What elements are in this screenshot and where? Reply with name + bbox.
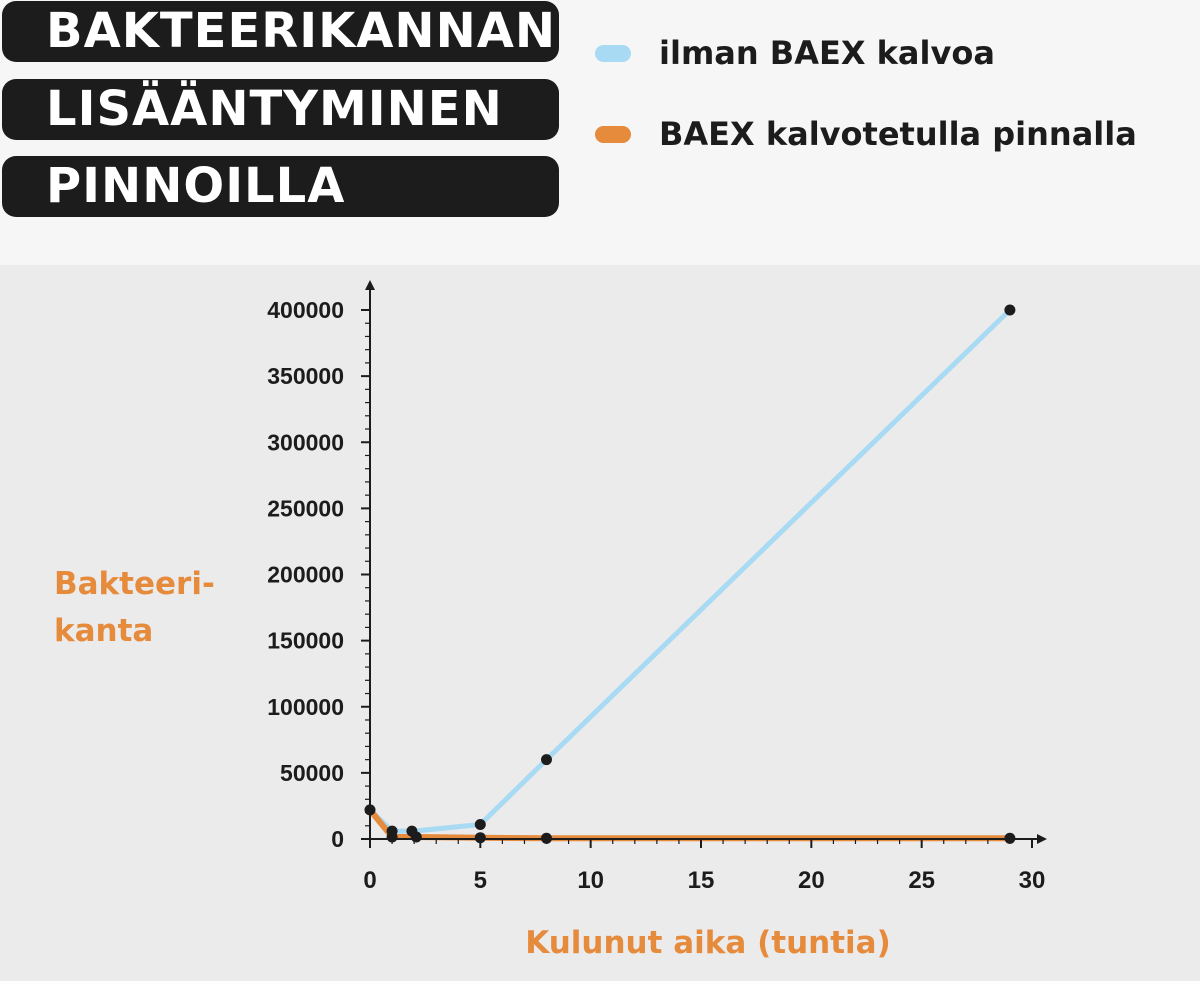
y-tick-label: 0 bbox=[331, 826, 344, 852]
y-tick-label: 200000 bbox=[267, 562, 344, 588]
legend-item-with-film: BAEX kalvotetulla pinnalla bbox=[595, 114, 1137, 154]
data-point-marker bbox=[474, 832, 486, 844]
data-point-marker bbox=[541, 832, 552, 844]
data-point-marker bbox=[386, 831, 398, 843]
y-tick-label: 250000 bbox=[267, 495, 344, 521]
y-tick-label: 50000 bbox=[280, 760, 344, 786]
y-axis-title-line-1: Bakteeri- bbox=[54, 566, 215, 602]
data-point-marker bbox=[474, 819, 486, 830]
title-line-2: LISÄÄNTYMINEN bbox=[2, 79, 559, 140]
y-tick-label: 150000 bbox=[267, 628, 344, 654]
y-tick-label: 100000 bbox=[267, 694, 344, 720]
y-axis-arrow bbox=[365, 280, 375, 290]
series-layer bbox=[367, 307, 1013, 842]
data-point-marker bbox=[1004, 832, 1016, 844]
data-point-marker bbox=[541, 754, 552, 766]
header-band: BAKTEERIKANNAN LISÄÄNTYMINEN PINNOILLA i… bbox=[0, 0, 1200, 265]
y-axis-title-line-2: kanta bbox=[54, 613, 153, 649]
x-tick-label: 5 bbox=[474, 867, 487, 894]
data-point-marker bbox=[410, 831, 422, 843]
x-tick-label: 20 bbox=[798, 867, 825, 894]
legend-swatch-light-blue bbox=[595, 44, 631, 62]
series-line-without-film bbox=[367, 307, 1013, 834]
x-tick-label: 25 bbox=[908, 867, 935, 894]
data-point-marker bbox=[364, 804, 376, 816]
y-tick-label: 350000 bbox=[267, 363, 344, 389]
title-line-3: PINNOILLA bbox=[2, 156, 559, 217]
x-tick-label: 0 bbox=[363, 867, 376, 894]
x-axis-arrow bbox=[1037, 834, 1047, 844]
y-tick-label: 400000 bbox=[267, 297, 344, 323]
legend-label-with-film: BAEX kalvotetulla pinnalla bbox=[659, 115, 1137, 153]
axes-layer bbox=[361, 280, 1047, 848]
data-point-marker bbox=[1004, 304, 1016, 316]
legend-label-without-film: ilman BAEX kalvoa bbox=[659, 34, 995, 72]
legend-swatch-orange bbox=[595, 125, 631, 143]
x-axis-title: Kulunut aika (tuntia) bbox=[525, 925, 891, 961]
title-line-1: BAKTEERIKANNAN bbox=[2, 1, 559, 62]
x-tick-label: 10 bbox=[577, 867, 604, 894]
labels-layer: 0 50000 100000 150000 200000 250000 300000 3500… bbox=[267, 297, 1045, 894]
x-tick-label: 30 bbox=[1019, 867, 1046, 894]
x-tick-label: 15 bbox=[688, 867, 715, 894]
legend-item-without-film: ilman BAEX kalvoa bbox=[595, 33, 995, 73]
y-tick-label: 300000 bbox=[267, 429, 344, 455]
markers-layer bbox=[364, 304, 1016, 844]
